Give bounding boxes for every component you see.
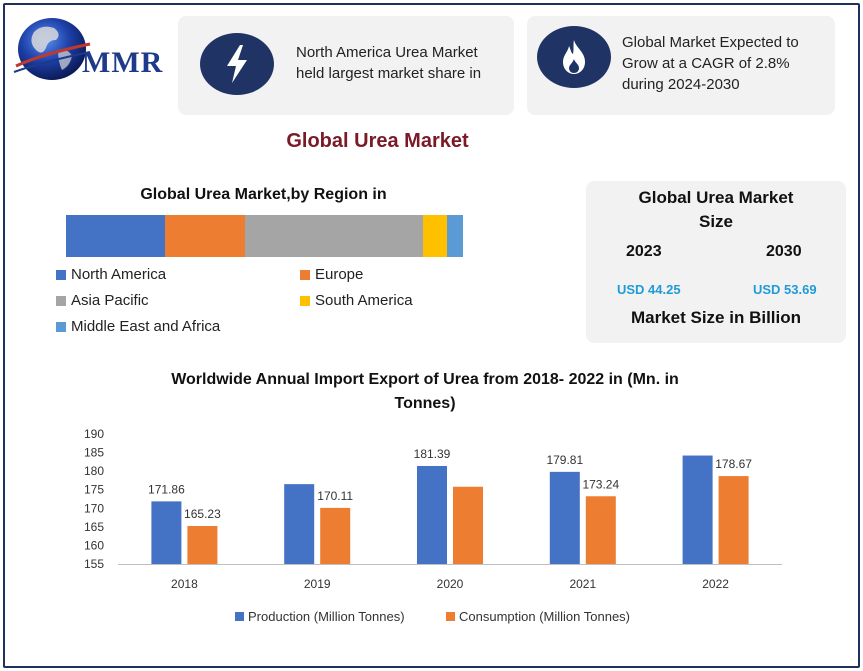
x-tick-label: 2019 [304, 577, 331, 591]
legend-label: Production (Million Tonnes) [248, 609, 405, 624]
legend-label: Consumption (Million Tonnes) [459, 609, 631, 624]
data-bar [585, 496, 616, 564]
data-bar [151, 501, 182, 564]
data-label: 173.24 [582, 477, 619, 491]
legend-swatch [300, 269, 310, 280]
legend-label: North America [71, 266, 167, 283]
data-bar [549, 471, 580, 564]
outer-frame [3, 3, 860, 668]
region-legend-item: North America [56, 266, 166, 283]
chart-legend-item: Production (Million Tonnes) [235, 609, 405, 624]
y-tick-label: 155 [84, 557, 104, 571]
legend-swatch [235, 612, 244, 621]
y-tick-label: 160 [84, 538, 104, 552]
market-size-panel: Global Urea Market Size 2023 2030 USD 44… [586, 181, 846, 343]
region-segment [66, 215, 166, 257]
x-tick-label: 2018 [171, 577, 198, 591]
region-segment [423, 215, 448, 257]
region-legend-item: South America [300, 292, 413, 309]
y-tick-label: 180 [84, 464, 104, 478]
info-card-text: Global Market Expected to Grow at a CAGR… [622, 34, 799, 93]
info-card-cagr: Global Market Expected to Grow at a CAGR… [527, 16, 835, 115]
globe-icon [13, 18, 91, 80]
bar-chart-title: Worldwide Annual Import Export of Urea f… [171, 371, 679, 412]
data-bar [187, 526, 218, 564]
data-label: 170.11 [317, 489, 353, 503]
y-tick-label: 165 [84, 520, 104, 534]
x-tick-label: 2021 [569, 577, 596, 591]
mmr-logo: MMR [12, 14, 177, 84]
market-size-title-text: Global Urea Market Size [638, 188, 794, 231]
y-tick-label: 185 [84, 446, 104, 460]
data-bar [320, 507, 351, 564]
lightning-icon [227, 45, 247, 83]
info-card-text: North America Urea Market held largest m… [296, 44, 482, 82]
data-bar [453, 486, 483, 564]
region-segment [244, 215, 424, 257]
market-size-footer: Market Size in Billion [630, 308, 802, 327]
data-label: 178.67 [715, 457, 752, 471]
legend-swatch [56, 321, 66, 332]
info-card-icon-circle [537, 26, 611, 88]
data-label: 179.81 [546, 453, 583, 467]
legend-label: Asia Pacific [71, 292, 149, 309]
region-chart-title: Global Urea Market,by Region in [140, 186, 387, 203]
legend-swatch [56, 295, 66, 306]
value-2023: USD 44.25 [617, 282, 681, 297]
data-label: 165.23 [184, 507, 221, 521]
info-card-icon-circle [200, 33, 274, 95]
legend-label: Middle East and Africa [71, 318, 221, 335]
region-legend-item: Asia Pacific [56, 292, 149, 309]
x-tick-label: 2020 [437, 577, 464, 591]
y-tick-label: 175 [84, 483, 104, 497]
chart-legend-item: Consumption (Million Tonnes) [446, 609, 630, 624]
year-2030-label: 2030 [766, 243, 802, 260]
page-title: Global Urea Market [286, 130, 469, 152]
data-label: 171.86 [148, 482, 185, 496]
logo-text: MMR [82, 46, 164, 79]
region-legend-item: Europe [300, 266, 363, 283]
region-stacked-bar [66, 215, 463, 257]
flame-icon [563, 40, 585, 74]
region-segment [447, 215, 463, 257]
x-tick-label: 2022 [702, 577, 729, 591]
year-2023-label: 2023 [626, 243, 662, 260]
market-size-title: Global Urea Market Size [586, 186, 846, 234]
data-bar [718, 476, 749, 564]
legend-swatch [300, 295, 310, 306]
value-2030: USD 53.69 [753, 282, 817, 297]
legend-swatch [446, 612, 455, 621]
region-legend-item: Middle East and Africa [56, 318, 220, 335]
legend-label: Europe [315, 266, 364, 283]
info-card-share: North America Urea Market held largest m… [178, 16, 514, 115]
y-tick-label: 190 [84, 427, 104, 441]
data-bar [417, 465, 447, 564]
data-bar [284, 484, 315, 564]
legend-label: South America [315, 292, 413, 309]
data-bar [682, 455, 713, 564]
region-segment [165, 215, 245, 257]
y-tick-label: 170 [84, 501, 104, 515]
import-export-bar-chart: 155 160 165 170 175 180 185 190 171.86 165.23 2018… [84, 427, 782, 591]
legend-swatch [56, 269, 66, 280]
data-label: 181.39 [414, 447, 451, 461]
